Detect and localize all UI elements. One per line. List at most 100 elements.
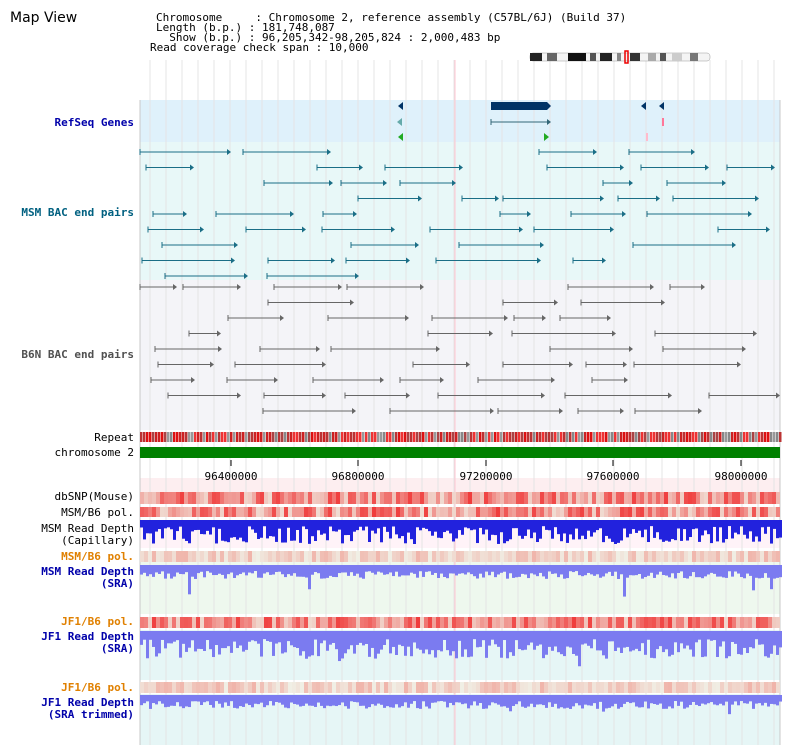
msm-pol-cell xyxy=(248,507,252,517)
track-label-repeat: Repeat xyxy=(94,431,134,444)
msm-depth-sra-bar xyxy=(431,565,434,575)
jf1-depth-trim-bar xyxy=(659,695,662,704)
msm-depth-sra-bar xyxy=(455,565,458,576)
repeat-segment xyxy=(251,432,254,442)
jf1-depth-trim-bar xyxy=(737,695,740,706)
dbsnp-cell xyxy=(696,492,700,504)
jf1-pol-2-cell xyxy=(644,682,648,693)
dbsnp-cell xyxy=(280,492,284,504)
jf1-depth-trim-bar xyxy=(218,695,221,704)
msm-pol-cell xyxy=(704,507,708,517)
refseq-track-bg xyxy=(140,100,780,142)
b6n-bac-pair-head xyxy=(440,377,444,383)
repeat-segment xyxy=(680,432,683,442)
msm-pol-cell xyxy=(748,507,752,517)
msm-pol-2-cell xyxy=(336,551,340,562)
dbsnp-cell xyxy=(768,492,772,504)
track-label-refseq[interactable]: RefSeq Genes xyxy=(54,116,134,129)
jf1-pol-cell xyxy=(776,617,780,628)
msm-depth-sra-bar xyxy=(491,565,494,572)
msm-pol-2-cell xyxy=(312,551,316,562)
jf1-depth-trim-bar xyxy=(671,695,674,709)
refseq-transcript-arrow xyxy=(544,133,549,141)
dbsnp-cell xyxy=(276,492,280,504)
msm-depth-sra-bar xyxy=(293,565,296,574)
msm-pol-2-cell xyxy=(344,551,348,562)
msm-pol-cell xyxy=(620,507,624,517)
dbsnp-cell xyxy=(312,492,316,504)
jf1-depth-trim-bar xyxy=(566,695,569,708)
msm-pol-cell xyxy=(204,507,208,517)
msm-pol-cell xyxy=(616,507,620,517)
track-label-b6n-bac[interactable]: B6N BAC end pairs xyxy=(21,348,134,361)
refseq-transcript-arrow xyxy=(398,133,403,141)
jf1-pol-2-cell xyxy=(680,682,684,693)
msm-depth-cap-bar xyxy=(473,520,476,530)
repeat-segment xyxy=(410,432,413,442)
jf1-pol-cell xyxy=(756,617,760,628)
msm-pol-2-cell xyxy=(340,551,344,562)
dbsnp-cell xyxy=(612,492,616,504)
msm-pol-cell xyxy=(256,507,260,517)
jf1-pol-cell xyxy=(216,617,220,628)
msm-depth-cap-bar xyxy=(287,520,290,528)
jf1-pol-cell xyxy=(472,617,476,628)
jf1-depth-trim-bar xyxy=(428,695,431,709)
jf1-depth-trim-bar xyxy=(233,695,236,708)
repeat-segment xyxy=(728,432,731,442)
jf1-pol-cell xyxy=(732,617,736,628)
repeat-segment xyxy=(734,432,737,442)
msm-depth-cap-bar xyxy=(206,520,209,531)
msm-bac-pair-head xyxy=(452,180,456,186)
msm-depth-sra-bar xyxy=(749,565,752,576)
msm-depth-cap-bar xyxy=(425,520,428,529)
track-label-msm-bac[interactable]: MSM BAC end pairs xyxy=(21,206,134,219)
dbsnp-cell xyxy=(460,492,464,504)
jf1-depth-bar xyxy=(305,631,308,659)
jf1-depth-bar xyxy=(332,631,335,643)
jf1-depth-bar xyxy=(569,631,572,648)
jf1-depth-bar xyxy=(506,631,509,659)
msm-depth-cap-bar xyxy=(743,520,746,535)
repeat-segment xyxy=(554,432,557,442)
msm-pol-cell xyxy=(472,507,476,517)
jf1-pol-2-cell xyxy=(416,682,420,693)
msm-depth-sra-bar xyxy=(662,565,665,576)
msm-depth-sra-bar xyxy=(707,565,710,575)
jf1-pol-cell xyxy=(532,617,536,628)
msm-pol-2-cell xyxy=(180,551,184,562)
repeat-segment xyxy=(632,432,635,442)
jf1-depth-trim-bar xyxy=(146,695,149,702)
msm-pol-2-cell xyxy=(188,551,192,562)
jf1-pol-2-cell xyxy=(568,682,572,693)
b6n-bac-pair-head xyxy=(559,408,563,414)
dbsnp-cell xyxy=(628,492,632,504)
msm-depth-cap-bar xyxy=(140,520,143,528)
jf1-pol-cell xyxy=(396,617,400,628)
ideogram-band xyxy=(600,53,612,61)
b6n-bac-pair-head xyxy=(554,299,558,306)
msm-pol-2-cell xyxy=(632,551,636,562)
msm-depth-sra-bar xyxy=(473,565,476,577)
msm-depth-cap-bar xyxy=(245,520,248,543)
jf1-depth-bar xyxy=(515,631,518,641)
dbsnp-cell xyxy=(300,492,304,504)
dbsnp-cell xyxy=(324,492,328,504)
repeat-segment xyxy=(521,432,524,442)
dbsnp-cell xyxy=(608,492,612,504)
msm-depth-cap-bar xyxy=(731,520,734,539)
jf1-depth-trim-bar xyxy=(242,695,245,707)
msm-depth-sra-bar xyxy=(566,565,569,579)
jf1-pol-cell xyxy=(664,617,668,628)
jf1-depth-trim-bar xyxy=(362,695,365,706)
jf1-depth-bar xyxy=(485,631,488,658)
msm-pol-cell xyxy=(416,507,420,517)
jf1-pol-2-cell xyxy=(376,682,380,693)
msm-depth-sra-bar xyxy=(602,565,605,577)
jf1-depth-trim-bar xyxy=(674,695,677,702)
jf1-pol-2-cell xyxy=(460,682,464,693)
jf1-pol-cell xyxy=(724,617,728,628)
jf1-pol-cell xyxy=(672,617,676,628)
dbsnp-cell xyxy=(684,492,688,504)
